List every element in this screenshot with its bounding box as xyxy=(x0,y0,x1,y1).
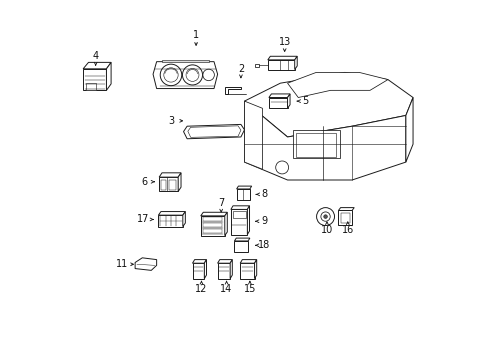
Polygon shape xyxy=(234,238,249,241)
Polygon shape xyxy=(236,186,251,189)
Text: 17: 17 xyxy=(137,215,149,224)
Text: 10: 10 xyxy=(320,225,332,235)
Circle shape xyxy=(163,68,178,82)
Circle shape xyxy=(323,215,326,219)
Polygon shape xyxy=(217,260,232,263)
Polygon shape xyxy=(244,72,412,137)
Circle shape xyxy=(203,69,214,81)
Bar xyxy=(168,180,176,190)
Polygon shape xyxy=(183,125,244,139)
Circle shape xyxy=(316,208,334,226)
Polygon shape xyxy=(244,101,262,169)
Polygon shape xyxy=(338,211,351,225)
Polygon shape xyxy=(254,64,258,67)
Polygon shape xyxy=(224,212,227,235)
Polygon shape xyxy=(240,263,254,279)
Polygon shape xyxy=(192,260,206,263)
Bar xyxy=(86,83,96,90)
Text: 3: 3 xyxy=(167,116,174,126)
Polygon shape xyxy=(106,62,111,90)
Polygon shape xyxy=(224,87,241,94)
Bar xyxy=(202,217,222,221)
Polygon shape xyxy=(247,206,249,234)
Text: 13: 13 xyxy=(278,37,290,47)
Polygon shape xyxy=(267,60,294,69)
Bar xyxy=(202,223,222,227)
Text: 14: 14 xyxy=(220,284,232,294)
Polygon shape xyxy=(158,215,183,226)
Polygon shape xyxy=(294,56,297,69)
Polygon shape xyxy=(268,98,287,108)
Polygon shape xyxy=(405,98,412,162)
Bar xyxy=(83,69,106,90)
Polygon shape xyxy=(158,212,185,215)
Bar xyxy=(292,130,339,158)
Bar xyxy=(162,59,208,62)
Text: 11: 11 xyxy=(116,259,128,269)
Bar xyxy=(296,134,335,157)
Polygon shape xyxy=(201,212,227,216)
Polygon shape xyxy=(153,62,217,89)
Circle shape xyxy=(275,161,288,174)
Polygon shape xyxy=(159,177,178,192)
Text: 6: 6 xyxy=(141,177,147,187)
Polygon shape xyxy=(244,101,405,180)
Text: 16: 16 xyxy=(341,225,353,235)
Polygon shape xyxy=(267,56,297,60)
Circle shape xyxy=(182,65,202,85)
Polygon shape xyxy=(230,206,249,210)
Circle shape xyxy=(185,68,199,81)
Bar xyxy=(161,180,166,190)
Bar xyxy=(233,211,245,218)
Text: 5: 5 xyxy=(302,96,308,106)
Circle shape xyxy=(320,212,329,221)
Polygon shape xyxy=(135,258,156,270)
Circle shape xyxy=(160,64,182,86)
Polygon shape xyxy=(287,94,289,108)
Polygon shape xyxy=(254,260,256,279)
Polygon shape xyxy=(159,173,181,177)
Polygon shape xyxy=(217,263,230,279)
Polygon shape xyxy=(230,260,232,279)
Text: 12: 12 xyxy=(195,284,207,294)
Polygon shape xyxy=(287,72,387,98)
Text: 2: 2 xyxy=(237,64,244,74)
Bar xyxy=(340,213,349,223)
Polygon shape xyxy=(204,260,206,279)
Text: 9: 9 xyxy=(261,216,267,226)
Polygon shape xyxy=(178,173,181,192)
Text: 18: 18 xyxy=(258,240,270,250)
Text: 4: 4 xyxy=(92,51,99,61)
Polygon shape xyxy=(192,263,204,279)
Polygon shape xyxy=(268,94,289,98)
Polygon shape xyxy=(83,62,111,69)
Polygon shape xyxy=(230,210,247,234)
Text: 15: 15 xyxy=(243,284,256,294)
Text: 1: 1 xyxy=(193,30,199,40)
Text: 7: 7 xyxy=(218,198,224,208)
Polygon shape xyxy=(338,208,353,211)
Bar xyxy=(202,229,222,233)
Polygon shape xyxy=(187,126,241,137)
Polygon shape xyxy=(240,260,256,263)
Text: 8: 8 xyxy=(261,189,267,199)
Polygon shape xyxy=(236,189,249,200)
Polygon shape xyxy=(234,241,247,252)
Polygon shape xyxy=(183,212,185,226)
Polygon shape xyxy=(201,216,224,235)
